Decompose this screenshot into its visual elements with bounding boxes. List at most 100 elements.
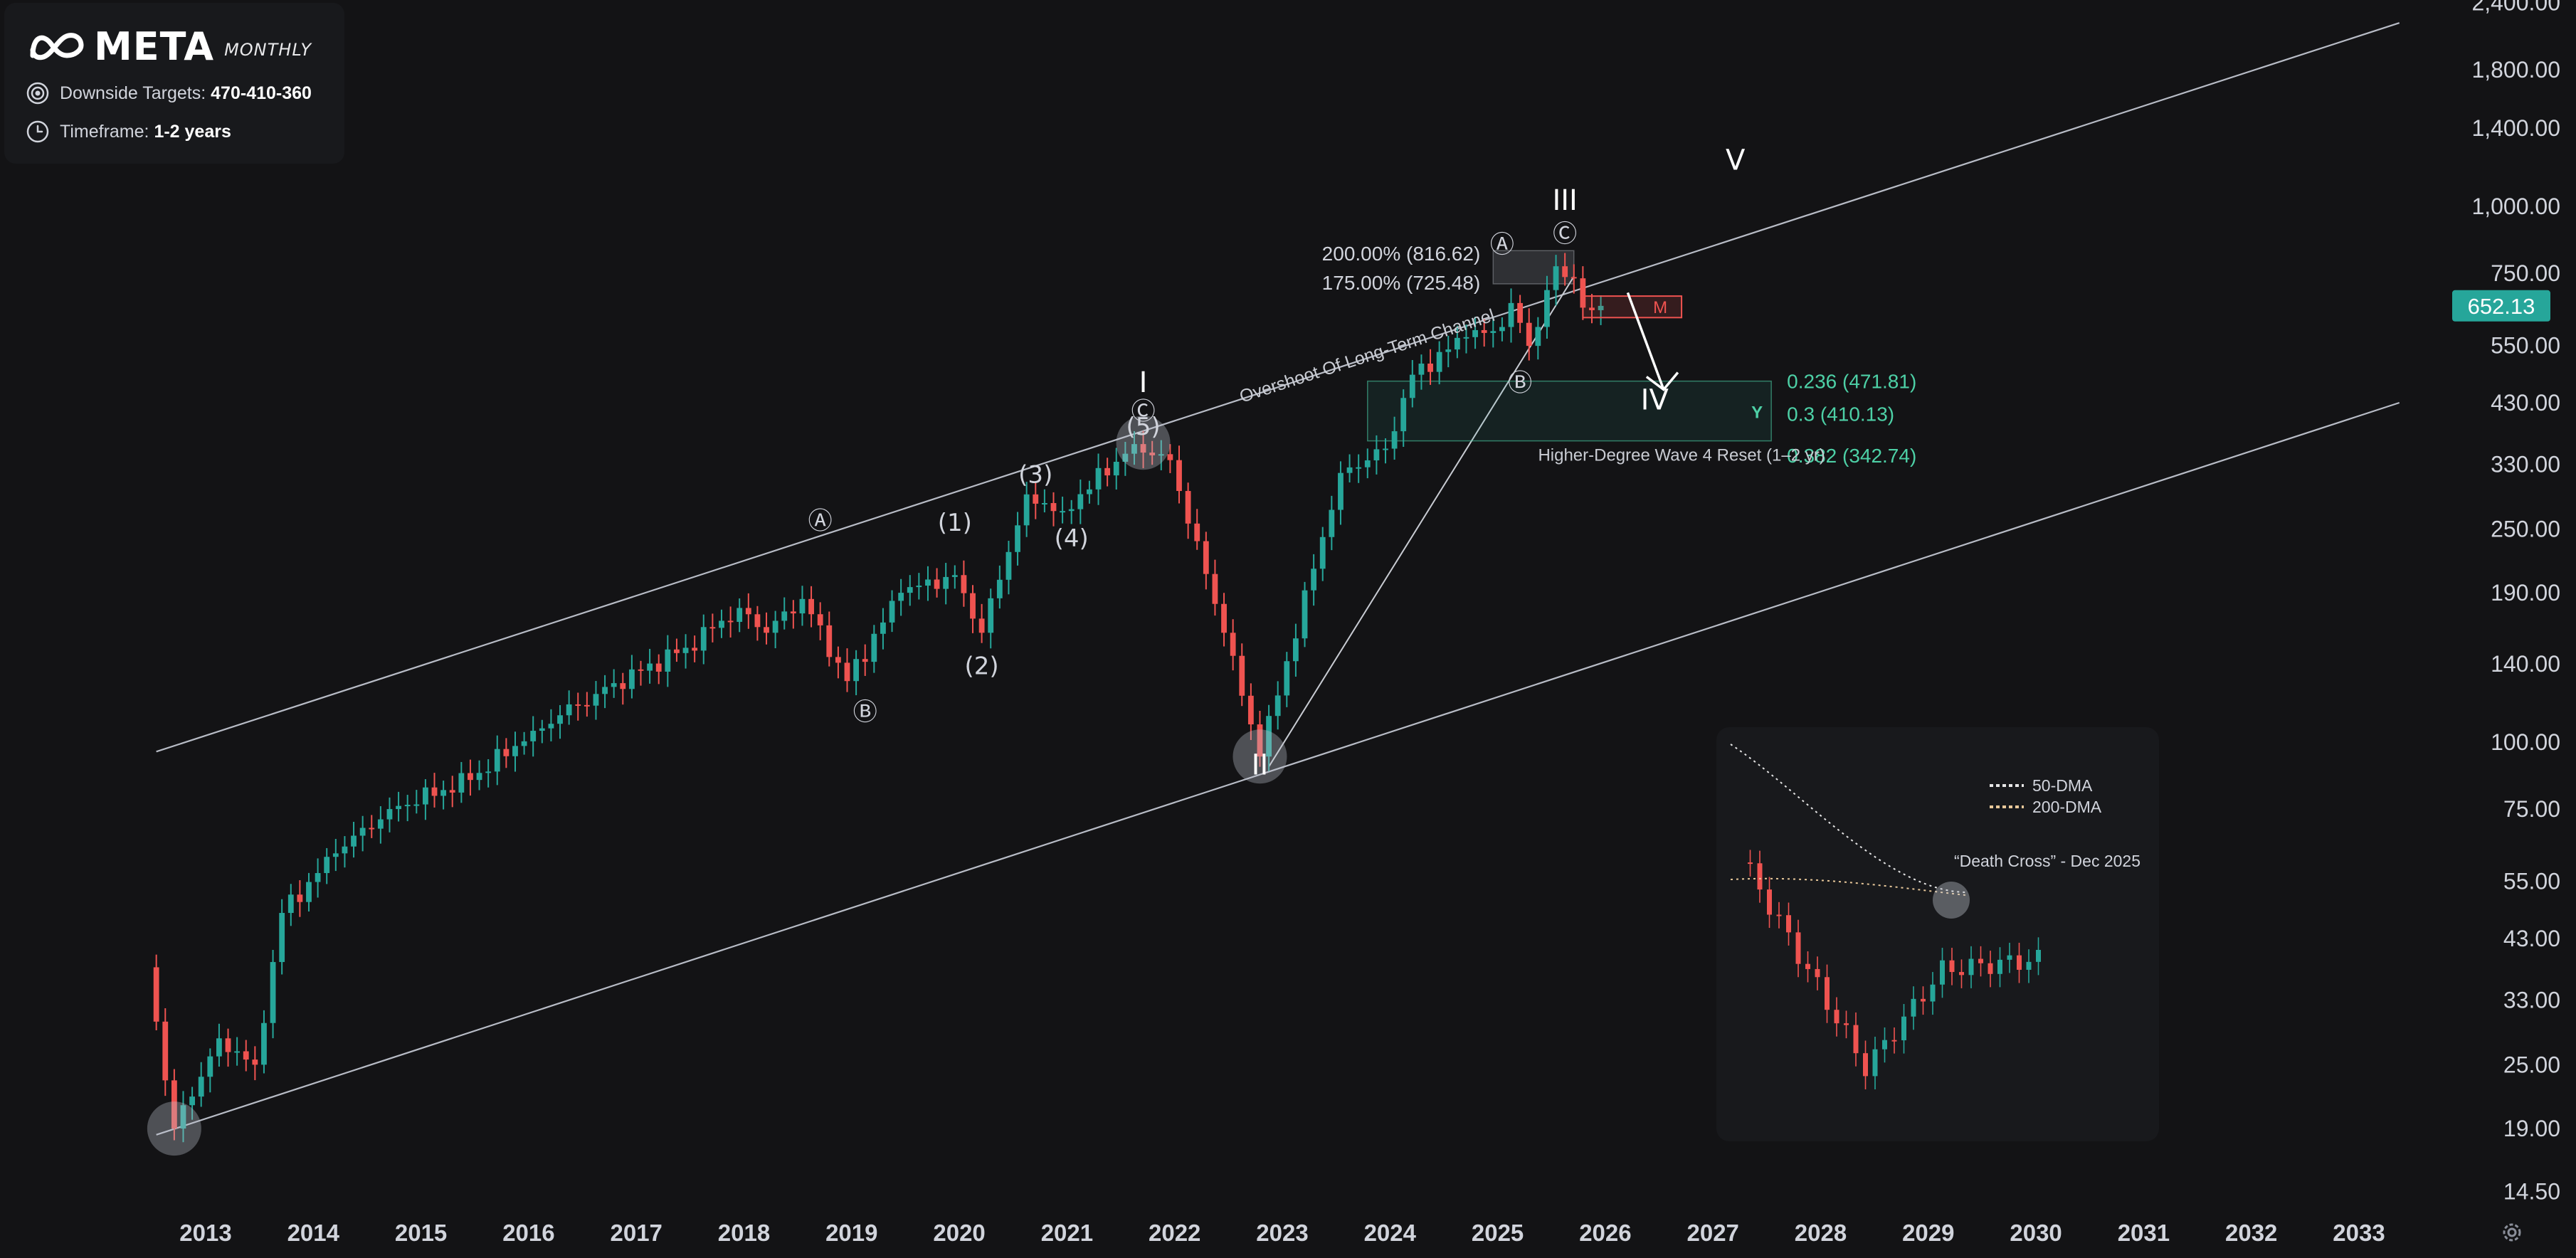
candle xyxy=(1373,435,1380,475)
candle xyxy=(1364,448,1371,479)
targets-label: Downside Targets: xyxy=(60,83,206,103)
x-tick-label: 2032 xyxy=(2225,1220,2277,1246)
candle xyxy=(1176,445,1182,504)
candle xyxy=(153,954,159,1030)
candle xyxy=(1427,349,1433,385)
x-tick-label: 2018 xyxy=(718,1220,770,1246)
candle xyxy=(1068,500,1075,524)
candle xyxy=(1463,324,1469,354)
y-tick-label: 100.00 xyxy=(2491,729,2560,755)
inset-candle xyxy=(1805,951,1810,983)
y-tick-label: 2,400.00 xyxy=(2471,0,2560,16)
inset-candle xyxy=(2036,937,2041,976)
candle xyxy=(216,1023,222,1067)
candle xyxy=(1400,389,1407,447)
x-tick-label: 2028 xyxy=(1795,1220,1847,1246)
meta-logo-icon xyxy=(30,33,84,60)
candle xyxy=(476,760,482,791)
pivot-highlight xyxy=(1116,416,1171,470)
x-tick-label: 2014 xyxy=(287,1220,340,1246)
candle xyxy=(1230,619,1236,671)
candle xyxy=(351,821,357,858)
candle xyxy=(1526,308,1532,361)
candle xyxy=(1167,444,1173,473)
projection-arrow xyxy=(1626,292,1665,391)
inset-candle xyxy=(1988,951,1993,988)
candle xyxy=(1203,532,1209,590)
m-box-label: M xyxy=(1653,298,1667,317)
candle xyxy=(1490,317,1496,348)
x-tick-label: 2017 xyxy=(610,1220,662,1246)
candle xyxy=(1050,492,1057,527)
candle xyxy=(396,791,401,822)
candle xyxy=(1472,317,1478,349)
pivot-highlight xyxy=(147,1101,201,1156)
candle xyxy=(413,790,420,814)
candle xyxy=(1589,294,1595,324)
candle xyxy=(808,586,814,628)
candle xyxy=(575,692,581,721)
candle xyxy=(207,1048,213,1093)
candle xyxy=(871,625,877,673)
x-tick-label: 2030 xyxy=(2010,1220,2062,1246)
candle xyxy=(692,635,698,662)
wave4-reset-label: Higher-Degree Wave 4 Reset (1–2 yr) xyxy=(1538,446,1825,465)
candle xyxy=(512,731,518,772)
candle xyxy=(422,779,428,820)
x-tick-label: 2031 xyxy=(2118,1220,2170,1246)
candle xyxy=(342,836,348,868)
inset-candle xyxy=(2026,949,2032,983)
candle xyxy=(628,655,635,699)
candle xyxy=(1284,652,1290,707)
candle xyxy=(359,815,366,852)
candle xyxy=(961,560,967,607)
candle xyxy=(709,613,716,643)
candle xyxy=(1553,255,1559,306)
settings-icon[interactable] xyxy=(2499,1220,2525,1245)
candle xyxy=(1302,581,1308,648)
inset-candle xyxy=(1815,956,1820,990)
target-icon xyxy=(26,82,49,105)
candle xyxy=(324,847,330,884)
inset-legend-label: 50-DMA xyxy=(2032,776,2093,795)
wave-label: (5) xyxy=(1126,413,1160,441)
last-price-tag xyxy=(2452,290,2550,322)
inset-candle xyxy=(1940,948,1945,998)
channel-lines xyxy=(156,22,2400,1136)
candle xyxy=(835,646,841,679)
death-cross-note: “Death Cross” - Dec 2025 xyxy=(1954,852,2140,870)
inset-candle xyxy=(1757,850,1763,903)
candle xyxy=(1274,681,1281,730)
inset-candle xyxy=(1795,919,1801,978)
dma-200-line xyxy=(1730,877,1966,896)
y-tick-label: 330.00 xyxy=(2491,452,2560,477)
pivot-highlight xyxy=(1232,729,1287,784)
wave-label: (2) xyxy=(965,652,999,680)
candle xyxy=(243,1040,249,1072)
candle xyxy=(1041,489,1047,513)
candle xyxy=(602,675,608,709)
axes: 2,400.00 1,800.00 1,400.00 1,000.00 750.00 55… xyxy=(179,0,2560,1246)
x-tick-label: 2023 xyxy=(1256,1220,1308,1246)
candle xyxy=(1131,430,1137,465)
inset-candle xyxy=(1921,986,1926,1015)
wave-label: Ⓐ xyxy=(808,507,833,535)
timeframe-label: Timeframe: xyxy=(60,121,149,142)
x-tick-label: 2015 xyxy=(395,1220,447,1246)
candle xyxy=(1221,593,1227,647)
candle xyxy=(270,949,276,1039)
y-tick-label: 140.00 xyxy=(2491,651,2560,677)
inset-candle xyxy=(1978,946,1983,977)
timeframe-badge: MONTHLY xyxy=(224,40,312,60)
y-tick-label: 190.00 xyxy=(2491,580,2560,606)
x-tick-label: 2029 xyxy=(1902,1220,1954,1246)
candle xyxy=(1356,454,1362,483)
candle xyxy=(1499,317,1505,342)
candle xyxy=(548,709,554,741)
inset-candle xyxy=(1949,948,1955,985)
extension-label-175: 175.00% (725.48) xyxy=(1322,272,1481,294)
inset-panel xyxy=(1716,727,2159,1141)
candle xyxy=(404,795,411,822)
